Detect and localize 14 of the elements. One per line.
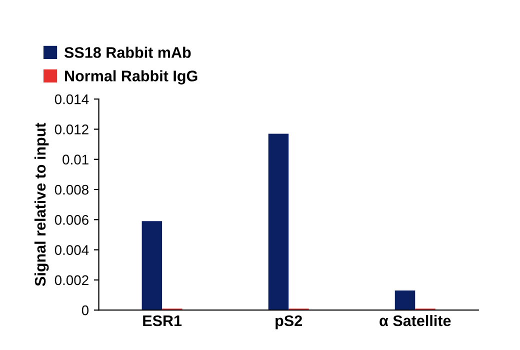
y-tick-label: 0.012	[54, 124, 88, 134]
y-tick-label: 0	[82, 305, 89, 316]
x-tick-label: pS2	[276, 315, 302, 330]
y-tick-label: 0.006	[54, 214, 88, 225]
legend-label: Normal Rabbit IgG	[65, 70, 198, 84]
x-tick-label: ESR1	[143, 315, 182, 326]
x-tick-label: α Satellite	[380, 314, 451, 326]
y-tick-label: 0.004	[54, 245, 89, 255]
y-tick-label: 0.01	[62, 154, 88, 165]
y-tick-label: 0.002	[54, 275, 88, 286]
y-axis-title: Signal relative to input	[34, 122, 49, 286]
legend-label: SS18 Rabbit mAb	[64, 46, 191, 58]
y-tick-label: 0.008	[54, 184, 88, 195]
y-tick-label: 0.014	[54, 94, 89, 104]
